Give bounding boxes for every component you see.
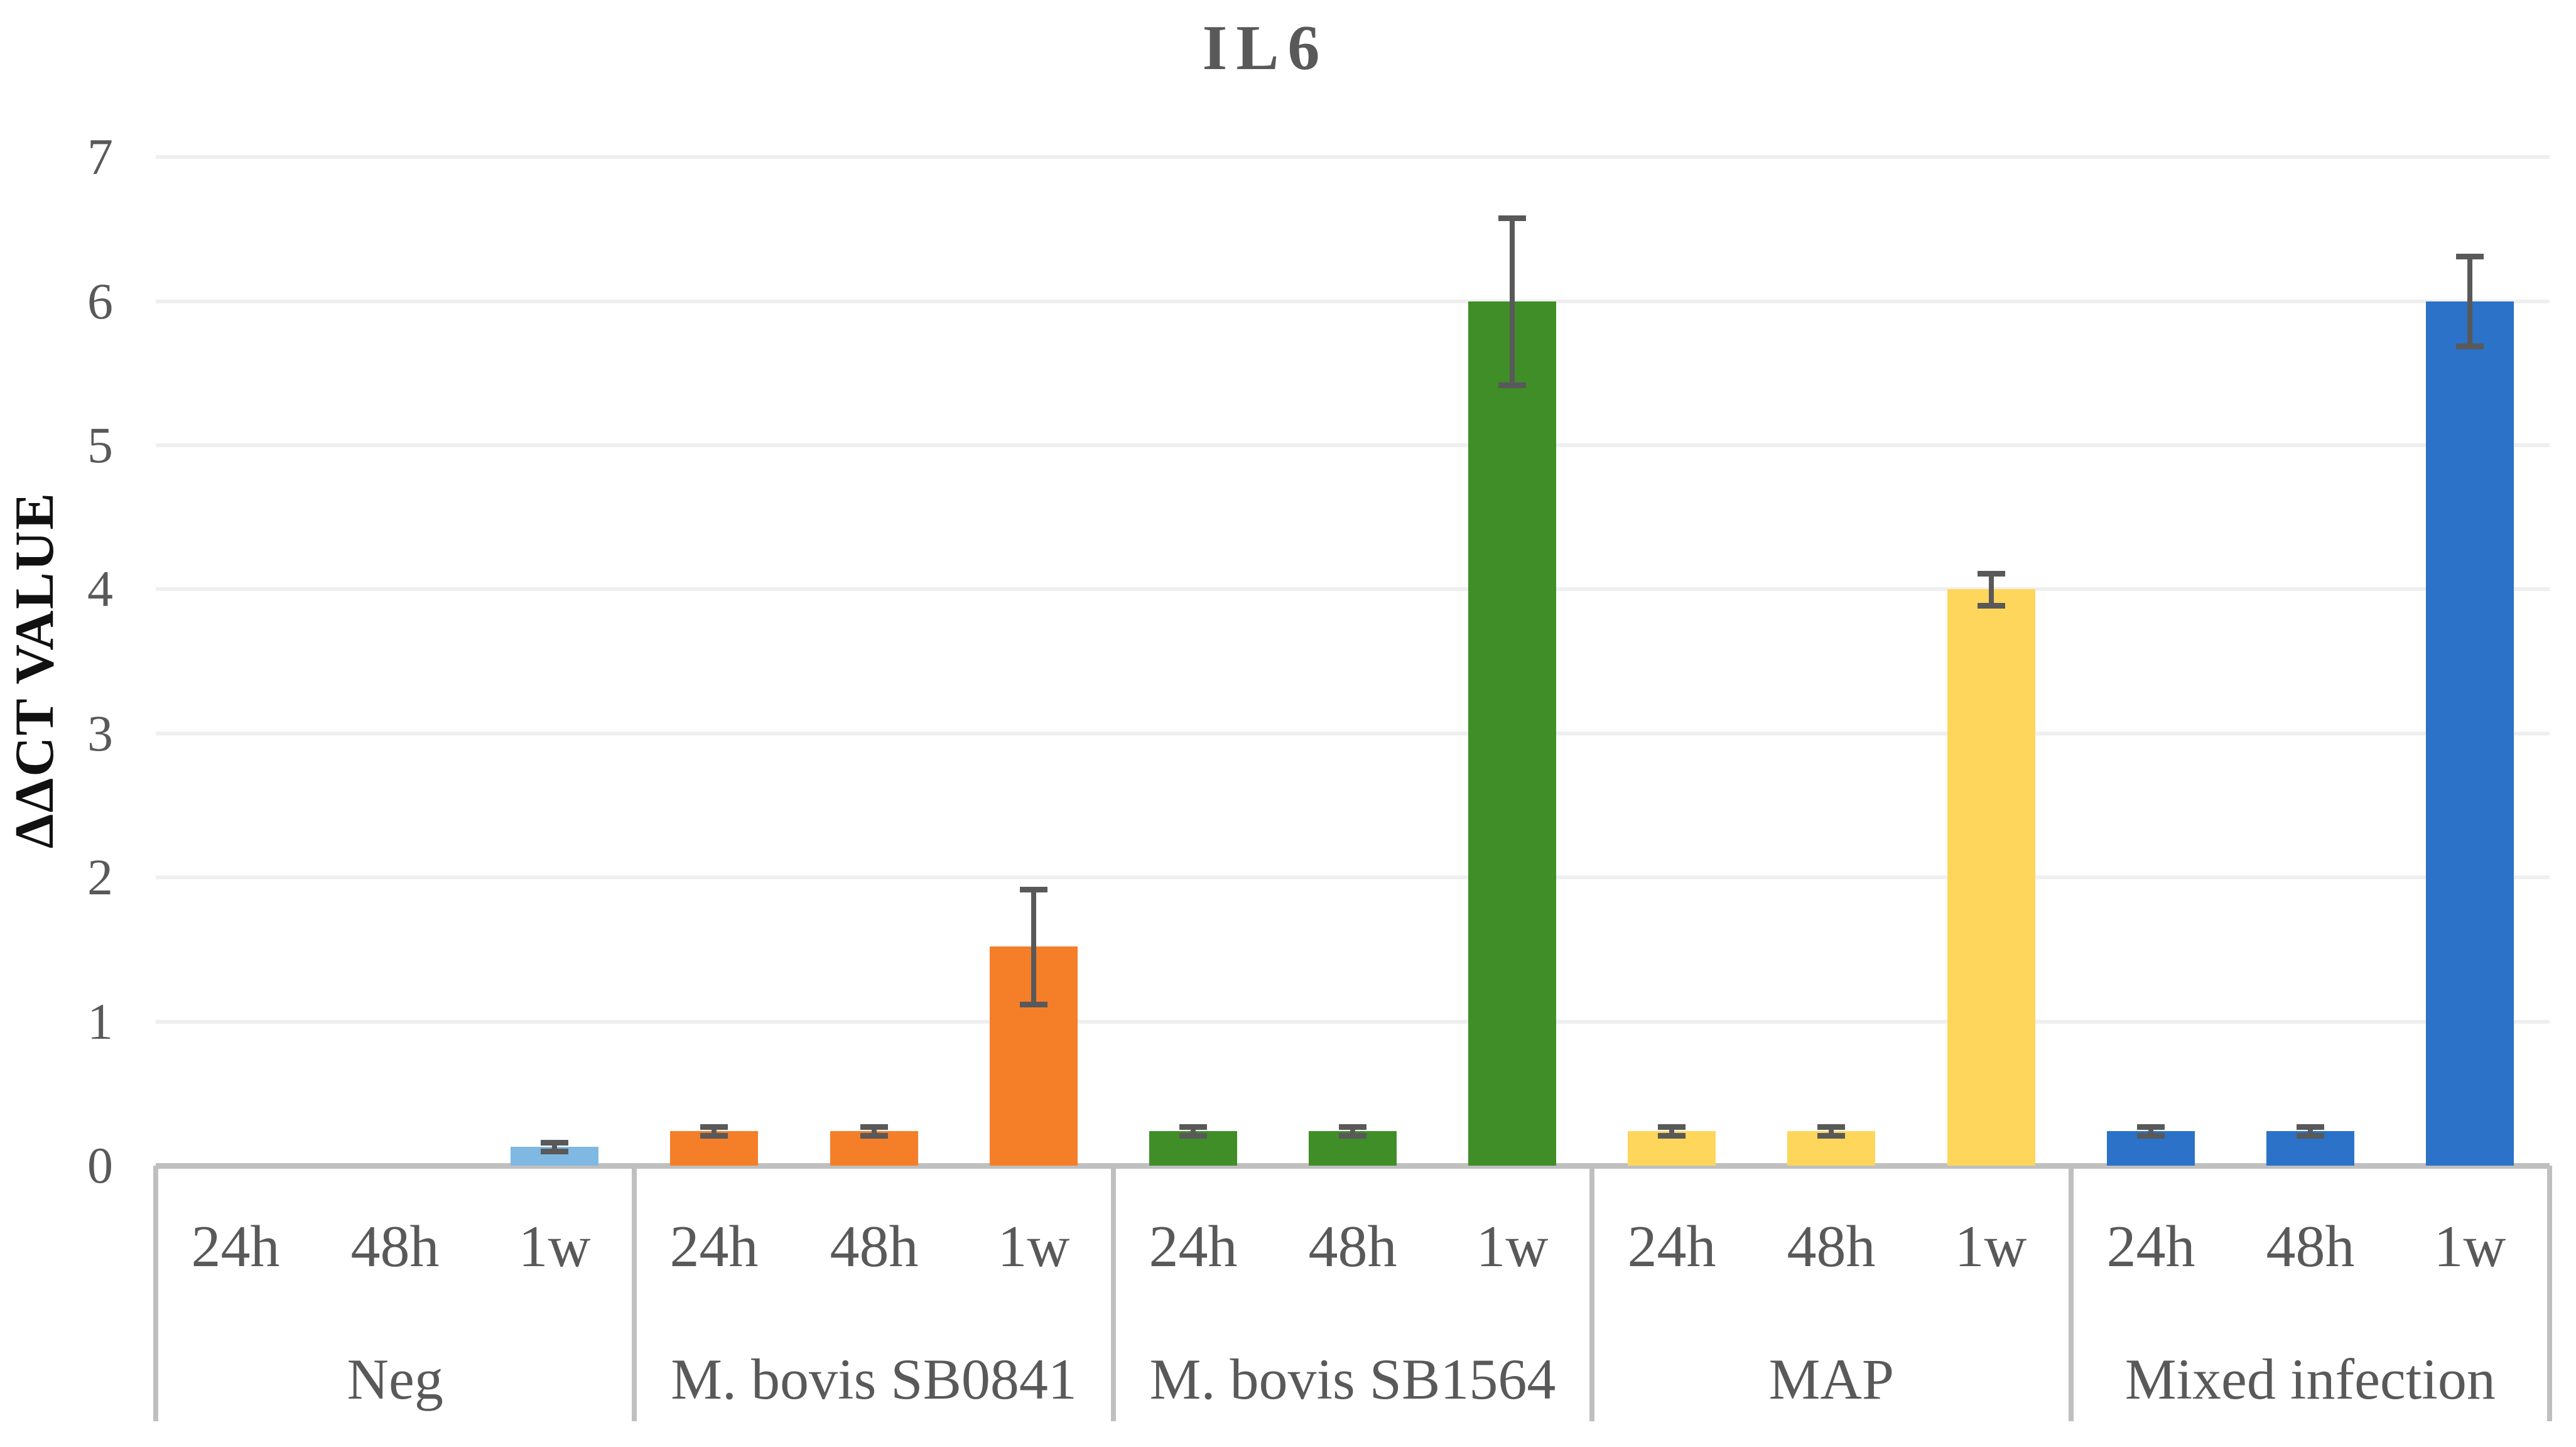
time-label-24h: 24h [191, 1214, 280, 1279]
error-bar-cap-top [1339, 1124, 1366, 1130]
error-bar-line [2148, 1127, 2153, 1135]
error-bar-cap-top [1817, 1124, 1845, 1130]
time-label-1w: 1w [2433, 1214, 2506, 1279]
group-label: MAP [1768, 1347, 1895, 1411]
category-group-divider [2547, 1166, 2552, 1421]
error-bar-cap-bottom [2137, 1133, 2165, 1139]
error-bar-cap-top [1498, 215, 1526, 221]
error-bar-cap-bottom [2456, 344, 2484, 349]
chart-title: IL6 [1202, 13, 1329, 84]
group-label: M. bovis SB0841 [671, 1347, 1077, 1411]
error-bar-cap-bottom [1658, 1133, 1686, 1139]
time-label-1w: 1w [518, 1214, 591, 1279]
error-bar-line [2467, 256, 2472, 345]
y-gridline [156, 875, 2550, 880]
time-label-24h: 24h [1627, 1214, 1716, 1279]
error-bar-cap-bottom [1020, 1002, 1047, 1007]
group-label: Mixed infection [2124, 1347, 2496, 1411]
y-tick-label: 7 [87, 128, 113, 186]
error-bar-line [2308, 1127, 2313, 1135]
time-label-48h: 48h [1308, 1214, 1397, 1279]
error-bar-line [712, 1127, 717, 1135]
error-bar-cap-top [1179, 1124, 1207, 1130]
bar-mixed-infection-1w [2426, 301, 2514, 1166]
error-bar-line [552, 1142, 557, 1151]
y-gridline [156, 731, 2550, 735]
category-group-divider [1110, 1166, 1116, 1421]
error-bar-cap-bottom [1179, 1133, 1207, 1139]
y-tick-label: 0 [87, 1137, 113, 1194]
error-bar-cap-top [2297, 1124, 2324, 1130]
group-label: Neg [347, 1347, 443, 1411]
error-bar-cap-top [1978, 571, 2005, 577]
error-bar-line [1191, 1127, 1196, 1135]
group-label: M. bovis SB1564 [1149, 1347, 1556, 1411]
error-bar-cap-top [2456, 254, 2484, 259]
y-tick-label: 5 [87, 416, 113, 474]
error-bar-cap-bottom [1978, 603, 2005, 609]
y-gridline [156, 443, 2550, 447]
time-label-24h: 24h [1149, 1214, 1238, 1279]
error-bar-cap-bottom [541, 1149, 568, 1154]
error-bar-line [1989, 573, 1994, 605]
x-axis-line [156, 1163, 2550, 1169]
time-label-48h: 48h [2266, 1214, 2355, 1279]
time-label-1w: 1w [1954, 1214, 2027, 1279]
y-tick-label: 3 [87, 704, 113, 762]
y-gridline [156, 299, 2550, 303]
error-bar-cap-bottom [700, 1133, 728, 1139]
error-bar-line [872, 1127, 877, 1135]
error-bar-cap-top [860, 1124, 888, 1130]
error-bar-line [1510, 218, 1515, 385]
time-label-48h: 48h [1787, 1214, 1876, 1279]
time-label-48h: 48h [830, 1214, 919, 1279]
error-bar-cap-top [1658, 1124, 1686, 1130]
time-label-24h: 24h [669, 1214, 759, 1279]
y-tick-label: 1 [87, 992, 113, 1050]
y-tick-label: 6 [87, 272, 113, 330]
error-bar-cap-top [1020, 887, 1047, 892]
error-bar-line [1031, 889, 1036, 1005]
error-bar-cap-bottom [1339, 1133, 1366, 1139]
y-tick-label: 4 [87, 560, 113, 618]
y-tick-label: 2 [87, 848, 113, 906]
error-bar-cap-top [2137, 1124, 2165, 1130]
bar-m-bovis-sb1564-1w [1468, 301, 1556, 1166]
category-group-divider [2068, 1166, 2074, 1421]
time-label-24h: 24h [2106, 1214, 2195, 1279]
category-group-divider [632, 1166, 637, 1421]
category-group-divider [153, 1166, 158, 1421]
error-bar-line [1669, 1127, 1674, 1135]
bar-map-1w [1947, 589, 2035, 1166]
time-label-1w: 1w [997, 1214, 1070, 1279]
error-bar-cap-bottom [860, 1133, 888, 1139]
error-bar-line [1350, 1127, 1355, 1135]
y-gridline [156, 587, 2550, 592]
error-bar-cap-top [700, 1124, 728, 1130]
error-bar-cap-bottom [2297, 1133, 2324, 1139]
error-bar-cap-bottom [1498, 382, 1526, 388]
error-bar-cap-top [541, 1140, 568, 1146]
y-gridline [156, 1019, 2550, 1024]
y-gridline [156, 155, 2550, 160]
category-group-divider [1589, 1166, 1595, 1421]
time-label-48h: 48h [350, 1214, 440, 1279]
error-bar-line [1829, 1127, 1834, 1135]
time-label-1w: 1w [1476, 1214, 1549, 1279]
error-bar-cap-bottom [1817, 1133, 1845, 1139]
